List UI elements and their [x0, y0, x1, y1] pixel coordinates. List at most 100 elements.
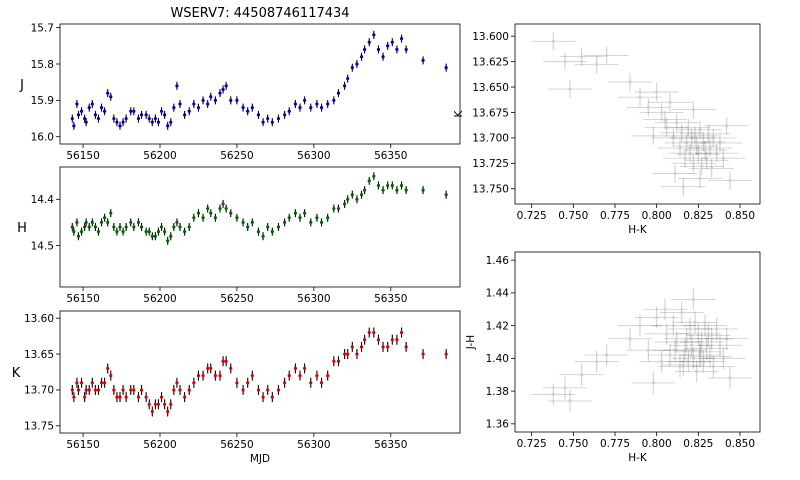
data-point [129, 107, 133, 116]
data-point [654, 331, 699, 353]
data-point [350, 341, 354, 352]
data-point [276, 114, 281, 123]
data-point [372, 172, 376, 181]
data-point [132, 223, 136, 231]
data-point [681, 350, 726, 373]
data-point [246, 377, 250, 388]
data-point [708, 171, 752, 190]
j-lightcurve-panel: 56150 56200 56250 56300 56350 15.7 15.8 15.9 16.… [19, 22, 461, 162]
data-point [187, 223, 191, 231]
data-point [315, 370, 319, 381]
data-point [631, 371, 676, 394]
data-point [651, 314, 696, 337]
data-point [669, 334, 714, 357]
data-point [241, 218, 245, 227]
data-point [359, 190, 364, 199]
x-tick-label: 0.800 [642, 210, 672, 222]
data-point [229, 96, 233, 105]
data-point [653, 164, 697, 183]
data-point [235, 96, 239, 105]
data-point [359, 52, 364, 61]
data-point [399, 327, 404, 338]
h-lightcurve-frame [59, 166, 461, 288]
x-tick-label: 56150 [66, 439, 99, 451]
data-point [224, 204, 228, 213]
data-point [421, 186, 425, 195]
k-vs-hk-ylabel: K [453, 109, 465, 117]
data-point [139, 384, 144, 395]
data-point [235, 213, 239, 222]
data-point [343, 81, 347, 90]
data-point [261, 392, 265, 403]
data-point [115, 118, 119, 127]
j-lightcurve-frame [59, 23, 461, 145]
data-point [283, 377, 287, 388]
data-point [166, 236, 170, 245]
data-point [266, 114, 270, 123]
data-point [689, 159, 734, 178]
data-point [531, 32, 576, 51]
data-point [372, 327, 376, 338]
data-point [444, 63, 448, 72]
data-point [156, 399, 161, 410]
j-lightcurve-ylabel: J [19, 78, 24, 93]
y-tick-label: 14.5 [31, 240, 54, 252]
data-point [159, 223, 164, 231]
data-point [293, 363, 297, 374]
data-point [618, 314, 662, 337]
data-point [332, 204, 336, 213]
data-point [332, 356, 336, 367]
data-point [399, 181, 404, 190]
data-point [298, 213, 302, 222]
data-point [355, 60, 359, 68]
data-point [309, 377, 313, 388]
data-point [121, 227, 125, 236]
data-point [644, 118, 689, 137]
data-point [701, 347, 746, 370]
data-point [172, 103, 176, 112]
data-point [363, 45, 367, 54]
k-lightcurve-panel: 56150 56200 56250 56300 56350 13.60 13.65 13.70… [12, 310, 461, 465]
data-point [153, 232, 157, 241]
data-point [319, 103, 324, 112]
data-point [87, 223, 91, 231]
x-tick-label: 0.850 [725, 438, 755, 450]
data-point [206, 363, 210, 374]
x-tick-label: 56150 [66, 293, 99, 305]
data-point [293, 100, 297, 108]
data-point [648, 93, 692, 112]
data-point [653, 339, 697, 362]
data-point [643, 110, 687, 129]
data-point [163, 399, 167, 410]
data-point [367, 176, 371, 185]
data-point [106, 89, 110, 98]
data-point [175, 377, 179, 388]
data-point [175, 81, 179, 90]
data-point [404, 186, 408, 195]
data-point [150, 118, 154, 127]
x-tick-label: 56300 [297, 439, 330, 451]
data-point [574, 350, 619, 373]
data-point [548, 389, 592, 412]
data-point [261, 118, 265, 127]
data-point [178, 100, 182, 108]
data-point [631, 126, 676, 145]
data-point [386, 181, 390, 190]
k-lightcurve-frame [59, 310, 461, 434]
data-point [147, 114, 151, 123]
y-tick-label: 13.70 [24, 385, 54, 397]
data-point [72, 121, 76, 130]
data-point [668, 144, 712, 163]
data-point [287, 213, 291, 222]
data-point [72, 227, 76, 236]
data-point [548, 80, 592, 99]
data-point [315, 100, 319, 108]
data-point [659, 301, 704, 324]
data-point [584, 344, 629, 367]
data-point [72, 392, 76, 403]
data-point [132, 107, 136, 116]
data-point [99, 377, 104, 388]
data-point [90, 218, 94, 227]
data-point [669, 128, 714, 147]
data-point [109, 370, 113, 381]
